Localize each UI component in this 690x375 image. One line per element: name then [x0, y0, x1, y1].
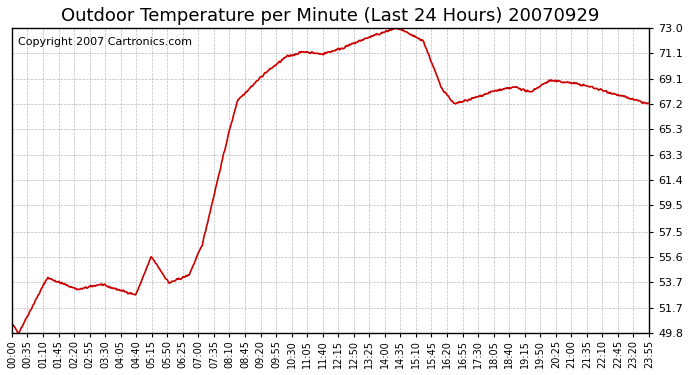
Text: Copyright 2007 Cartronics.com: Copyright 2007 Cartronics.com: [19, 37, 193, 47]
Title: Outdoor Temperature per Minute (Last 24 Hours) 20070929: Outdoor Temperature per Minute (Last 24 …: [61, 7, 600, 25]
